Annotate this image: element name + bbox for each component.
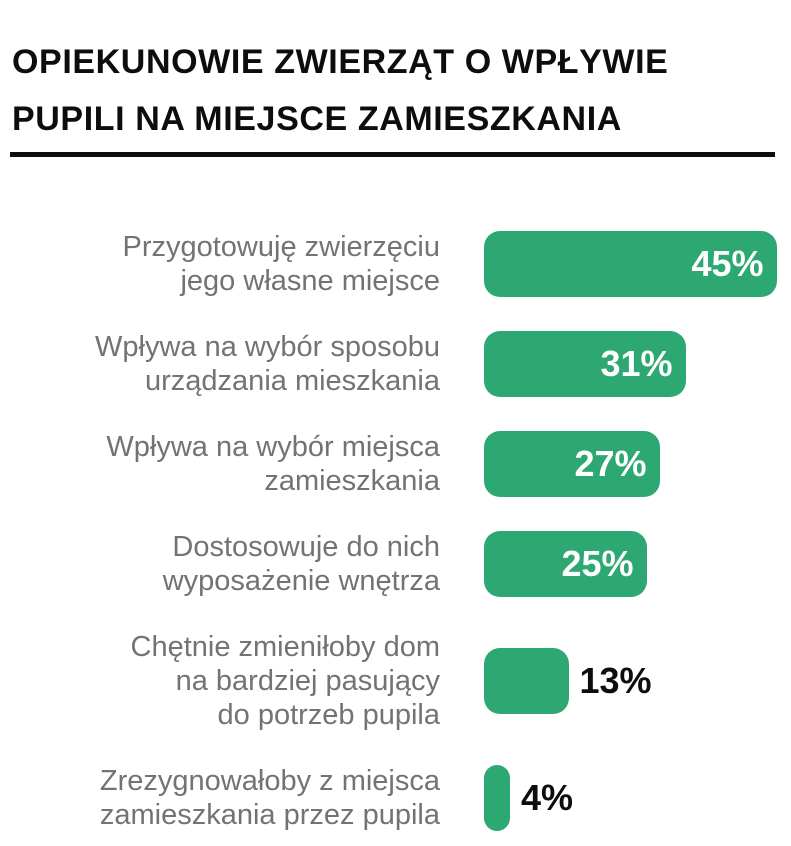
category-label-line: jego własne miejsce — [180, 265, 440, 297]
category-label-line: zamieszkania przez pupila — [99, 799, 440, 831]
bar: 31% — [484, 331, 686, 397]
category-label-line: do potrzeb pupila — [217, 699, 441, 731]
chart-row: Wpływa na wybór sposobu urządzania mieszk… — [0, 330, 791, 398]
category-label: Chętnie zmieniłoby dom na bardziej pasują… — [0, 630, 440, 732]
page-title-line-1: OPIEKUNOWIE ZWIERZĄT O WPŁYWIE — [12, 43, 669, 81]
bar: 25% — [484, 531, 647, 597]
category-label: Zrezygnowałoby z miejsca zamieszkania prz… — [0, 764, 440, 832]
category-label-line: zamieszkania — [264, 465, 440, 497]
header: OPIEKUNOWIE ZWIERZĄT O WPŁYWIE PUPILI NA… — [0, 0, 791, 157]
category-label-line: urządzania mieszkania — [145, 365, 440, 397]
category-label: Wpływa na wybór miejsca zamieszkania — [0, 430, 440, 498]
category-label: Przygotowuję zwierzęciu jego własne miejs… — [0, 230, 440, 298]
bar-chart: Przygotowuję zwierzęciu jego własne miejs… — [0, 230, 791, 832]
bar-area: 4% — [484, 765, 573, 831]
category-label-line: wyposażenie wnętrza — [162, 565, 440, 597]
value-label: 4% — [521, 777, 574, 818]
category-label-line: Wpływa na wybór sposobu — [95, 331, 440, 363]
bar: 27% — [484, 431, 660, 497]
category-label-line: na bardziej pasujący — [175, 665, 440, 697]
value-label: 31% — [600, 343, 673, 384]
value-label: 13% — [579, 660, 652, 701]
chart-row: Zrezygnowałoby z miejsca zamieszkania prz… — [0, 764, 791, 832]
chart-row: Wpływa na wybór miejsca zamieszkania 27% — [0, 430, 791, 498]
value-label: 25% — [561, 543, 634, 584]
value-label: 45% — [691, 243, 764, 284]
title-divider — [10, 152, 775, 157]
page-title-line-2: PUPILI NA MIEJSCE ZAMIESZKANIA — [12, 100, 622, 138]
category-label-line: Dostosowuje do nich — [172, 531, 440, 563]
bar-area: 45% — [484, 231, 777, 297]
bar: 45% — [484, 231, 777, 297]
chart-row: Przygotowuję zwierzęciu jego własne miejs… — [0, 230, 791, 298]
bar-area: 13% — [484, 648, 652, 714]
category-label-line: Wpływa na wybór miejsca — [106, 431, 440, 463]
page-title: OPIEKUNOWIE ZWIERZĄT O WPŁYWIE PUPILI NA… — [12, 34, 779, 148]
bar-area: 27% — [484, 431, 660, 497]
bar — [484, 765, 510, 831]
category-label: Wpływa na wybór sposobu urządzania mieszk… — [0, 330, 440, 398]
category-label-line: Chętnie zmieniłoby dom — [130, 631, 440, 663]
bar — [484, 648, 569, 714]
bar-area: 31% — [484, 331, 686, 397]
bar-area: 25% — [484, 531, 647, 597]
category-label-line: Zrezygnowałoby z miejsca — [99, 765, 440, 797]
category-label-line: Przygotowuję zwierzęciu — [122, 231, 440, 263]
chart-row: Dostosowuje do nich wyposażenie wnętrza 25… — [0, 530, 791, 598]
chart-row: Chętnie zmieniłoby dom na bardziej pasują… — [0, 630, 791, 732]
category-label: Dostosowuje do nich wyposażenie wnętrza — [0, 530, 440, 598]
value-label: 27% — [574, 443, 647, 484]
